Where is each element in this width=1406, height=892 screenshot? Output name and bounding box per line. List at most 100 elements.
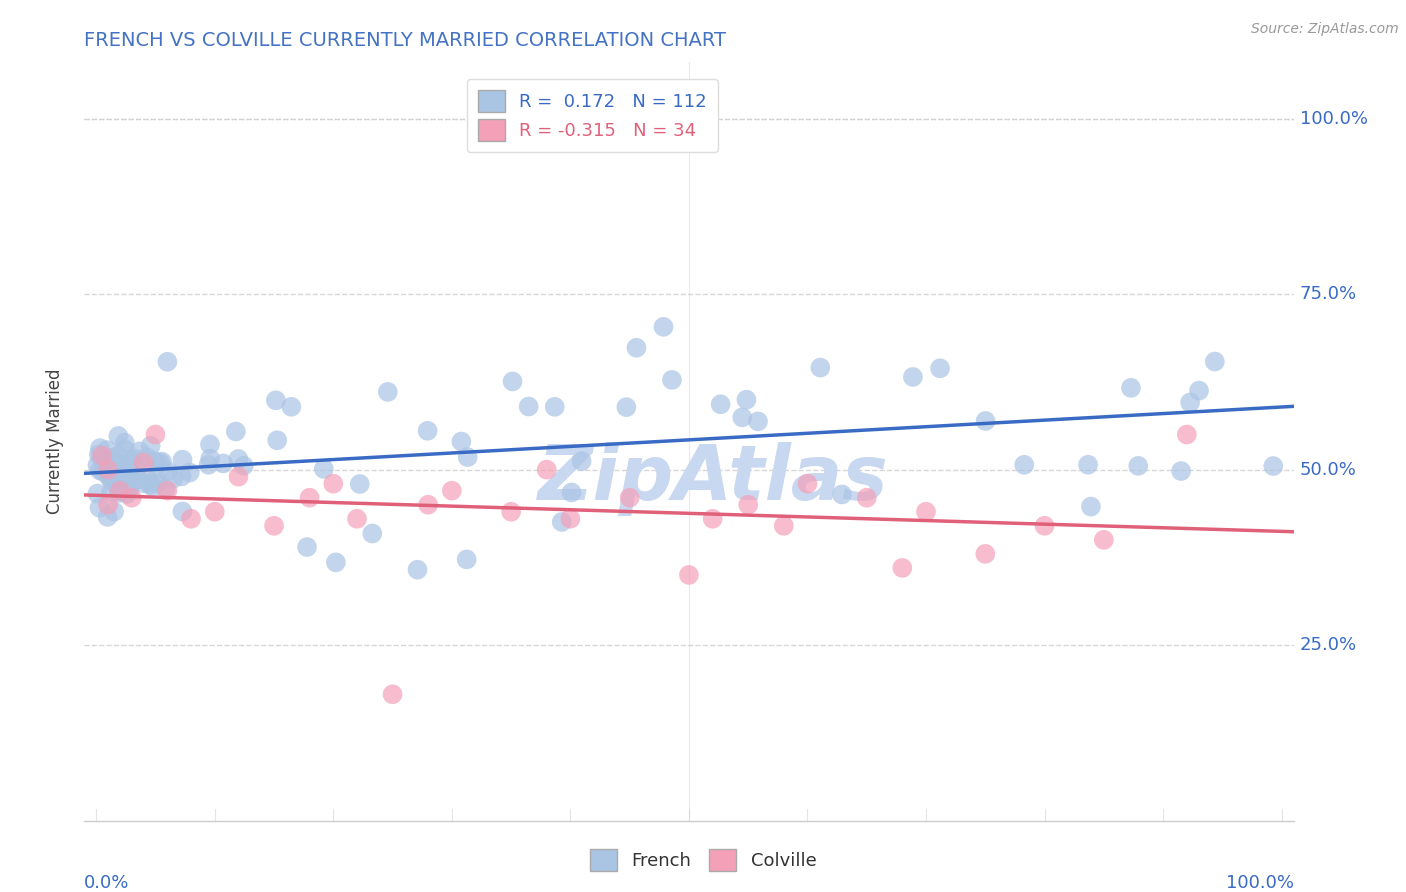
Point [232,458,254,473]
Point [111,472,134,486]
Point [225,425,247,439]
Point [96,443,118,458]
Point [179,466,201,480]
Point [156,483,179,498]
Point [115,487,138,501]
Point [139,477,162,491]
Point [145,471,167,485]
Point [361,526,384,541]
Point [142,480,165,494]
Point [929,361,952,376]
Point [517,400,540,414]
Point [571,454,593,468]
Point [86,486,108,500]
Point [551,515,574,529]
Point [138,472,160,486]
Point [90,450,112,464]
Point [560,512,582,526]
Point [974,414,997,428]
Point [180,512,202,526]
Point [89,441,111,455]
Point [97,509,120,524]
Point [97,462,120,476]
Point [101,450,124,465]
Point [440,483,463,498]
Point [418,498,440,512]
Point [614,400,637,414]
Point [197,458,219,472]
Point [112,469,135,483]
Point [737,498,759,512]
Point [120,472,142,486]
Text: 50.0%: 50.0% [1299,460,1357,479]
Text: 100.0%: 100.0% [1226,874,1294,892]
Point [312,462,335,476]
Text: 0.0%: 0.0% [84,874,129,892]
Point [120,475,142,490]
Point [772,518,794,533]
Point [149,456,172,470]
Point [796,476,818,491]
Point [198,451,221,466]
Point [128,444,150,458]
Point [103,474,125,488]
Point [266,434,288,448]
Point [450,434,472,449]
Point [1263,458,1285,473]
Point [86,458,108,472]
Point [103,505,125,519]
Point [808,360,831,375]
Point [114,468,136,483]
Point [108,483,131,498]
Point [97,498,120,512]
Point [661,373,683,387]
Point [120,454,142,468]
Point [619,491,641,505]
Legend: French, Colville: French, Colville [582,842,824,879]
Point [1119,381,1142,395]
Point [198,437,221,451]
Point [561,485,583,500]
Point [117,471,139,485]
Point [710,397,733,411]
Point [747,414,769,428]
Point [381,687,404,701]
Point [204,505,226,519]
Point [118,483,141,497]
Point [1175,427,1198,442]
Point [501,505,523,519]
Point [228,452,250,467]
Point [456,552,478,566]
Point [502,375,524,389]
Point [107,483,129,498]
Point [831,487,853,501]
Point [346,512,368,526]
Point [735,392,758,407]
Point [544,400,567,414]
Point [121,491,143,505]
Point [731,410,754,425]
Point [1033,518,1056,533]
Point [678,568,700,582]
Point [377,384,399,399]
Point [91,449,114,463]
Point [110,483,132,498]
Text: Source: ZipAtlas.com: Source: ZipAtlas.com [1251,22,1399,37]
Text: FRENCH VS COLVILLE CURRENTLY MARRIED CORRELATION CHART: FRENCH VS COLVILLE CURRENTLY MARRIED COR… [84,30,727,50]
Point [114,442,136,457]
Point [156,355,179,369]
Legend: R =  0.172   N = 112, R = -0.315   N = 34: R = 0.172 N = 112, R = -0.315 N = 34 [467,79,717,152]
Point [855,491,877,505]
Point [457,450,479,464]
Point [280,400,302,414]
Point [115,459,138,474]
Point [111,462,134,476]
Point [263,518,285,533]
Point [128,473,150,487]
Point [139,439,162,453]
Point [349,477,371,491]
Point [536,462,558,476]
Point [89,463,111,477]
Point [626,341,648,355]
Point [108,485,131,500]
